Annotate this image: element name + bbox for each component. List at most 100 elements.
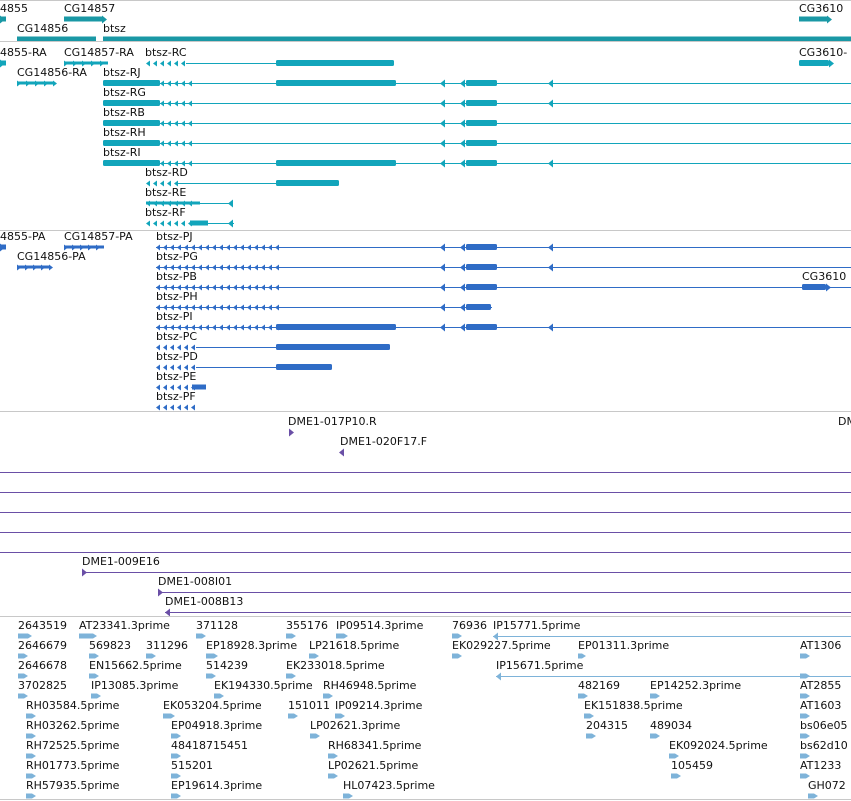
- est-block[interactable]: [800, 773, 810, 779]
- exon-block[interactable]: [466, 284, 497, 290]
- exon-block[interactable]: [466, 244, 497, 250]
- strand-arrow-left[interactable]: [339, 448, 344, 457]
- strand-arrow-left[interactable]: [177, 344, 181, 351]
- exon-block[interactable]: [64, 61, 108, 65]
- protein-label[interactable]: btsz-PI: [156, 310, 193, 323]
- est-label[interactable]: IP09214.3prime: [335, 699, 423, 712]
- strand-arrow-left[interactable]: [167, 220, 171, 227]
- strand-arrow-left[interactable]: [153, 60, 157, 67]
- est-label[interactable]: 151011: [288, 699, 330, 712]
- est-block[interactable]: [800, 713, 810, 719]
- exon-block[interactable]: [17, 265, 50, 269]
- est-block[interactable]: [18, 673, 28, 679]
- exon-block[interactable]: [103, 140, 160, 146]
- est-block[interactable]: [171, 753, 181, 759]
- est-block[interactable]: [328, 753, 338, 759]
- est-label[interactable]: EP14252.3prime: [650, 679, 742, 692]
- est-label[interactable]: 514239: [206, 659, 248, 672]
- strand-arrow-left[interactable]: [181, 220, 185, 227]
- est-label[interactable]: EP18928.3prime: [206, 639, 298, 652]
- strand-arrow-right[interactable]: [102, 15, 107, 24]
- strand-arrow-left[interactable]: [548, 79, 553, 88]
- est-block[interactable]: [146, 653, 156, 659]
- strand-arrow-left[interactable]: [440, 263, 445, 272]
- est-label[interactable]: 2646679: [18, 639, 67, 652]
- est-label[interactable]: RH72525.5prime: [26, 739, 120, 752]
- protein-label[interactable]: btsz-PE: [156, 370, 197, 383]
- strand-arrow-left[interactable]: [160, 220, 164, 227]
- transcript-label[interactable]: CG14857-RA: [64, 46, 134, 59]
- est-block[interactable]: [452, 633, 462, 639]
- exon-block[interactable]: [276, 180, 339, 186]
- est-label[interactable]: 2646678: [18, 659, 67, 672]
- est-label[interactable]: 204315: [586, 719, 628, 732]
- est-block[interactable]: [323, 693, 333, 699]
- strand-arrow-left[interactable]: [228, 199, 233, 208]
- exon-block[interactable]: [146, 201, 200, 205]
- exon-block[interactable]: [192, 384, 206, 390]
- exon-block[interactable]: [103, 160, 160, 166]
- transcript-label[interactable]: btsz-RB: [103, 106, 145, 119]
- est-label[interactable]: IP15771.5prime: [493, 619, 581, 632]
- est-block[interactable]: [206, 653, 218, 659]
- est-label[interactable]: RH03262.5prime: [26, 719, 120, 732]
- strand-arrow-left[interactable]: [440, 99, 445, 108]
- est-block[interactable]: [310, 733, 320, 739]
- strand-arrow-right[interactable]: [289, 428, 294, 437]
- strand-arrow-left[interactable]: [440, 159, 445, 168]
- strand-arrow-right[interactable]: [53, 80, 57, 87]
- strand-arrow-left[interactable]: [163, 384, 167, 391]
- strand-arrow-left[interactable]: [228, 219, 233, 228]
- exon-block[interactable]: [103, 100, 160, 106]
- strand-arrow-left[interactable]: [160, 60, 164, 67]
- est-label[interactable]: bs06e05: [800, 719, 848, 732]
- est-block[interactable]: [18, 653, 28, 659]
- est-block[interactable]: [800, 753, 810, 759]
- strand-arrow-left[interactable]: [160, 180, 164, 187]
- strand-arrow-left[interactable]: [163, 344, 167, 351]
- est-block[interactable]: [196, 633, 206, 639]
- est-block[interactable]: [26, 773, 36, 779]
- gene-block[interactable]: [64, 16, 102, 22]
- est-label[interactable]: 569823: [89, 639, 131, 652]
- est-label[interactable]: EN15662.5prime: [89, 659, 182, 672]
- est-block[interactable]: [91, 693, 101, 699]
- strand-arrow-left[interactable]: [460, 243, 465, 252]
- est-label[interactable]: EK092024.5prime: [669, 739, 768, 752]
- strand-arrow-left[interactable]: [170, 344, 174, 351]
- strand-arrow-left[interactable]: [177, 384, 181, 391]
- strand-arrow-left[interactable]: [548, 243, 553, 252]
- est-label[interactable]: EK233018.5prime: [286, 659, 385, 672]
- exon-block[interactable]: [466, 140, 497, 146]
- est-block[interactable]: [89, 653, 99, 659]
- est-block[interactable]: [808, 793, 818, 799]
- est-label[interactable]: EK029227.5prime: [452, 639, 551, 652]
- strand-arrow-left[interactable]: [163, 364, 167, 371]
- exon-block[interactable]: [466, 304, 491, 310]
- est-block[interactable]: [800, 733, 810, 739]
- strand-arrow-left[interactable]: [174, 180, 178, 187]
- est-label[interactable]: AT1603: [800, 699, 842, 712]
- est-label[interactable]: 515201: [171, 759, 213, 772]
- protein-label[interactable]: btsz-PB: [156, 270, 197, 283]
- strand-arrow-left[interactable]: [146, 220, 150, 227]
- est-block[interactable]: [286, 673, 296, 679]
- strand-arrow-left[interactable]: [440, 79, 445, 88]
- transcript-label[interactable]: btsz-RI: [103, 146, 141, 159]
- est-block[interactable]: [328, 773, 338, 779]
- clone-label[interactable]: DME1-008B13: [165, 595, 244, 608]
- est-block[interactable]: [89, 673, 99, 679]
- est-label[interactable]: RH46948.5prime: [323, 679, 417, 692]
- strand-arrow-left[interactable]: [163, 404, 167, 411]
- protein-label[interactable]: btsz-PF: [156, 390, 196, 403]
- est-label[interactable]: 371128: [196, 619, 238, 632]
- protein-label[interactable]: btsz-PH: [156, 290, 198, 303]
- est-label[interactable]: AT1233: [800, 759, 842, 772]
- est-block[interactable]: [171, 773, 181, 779]
- strand-arrow-left[interactable]: [548, 323, 553, 332]
- est-block[interactable]: [650, 693, 660, 699]
- est-label[interactable]: EK151838.5prime: [584, 699, 683, 712]
- strand-arrow-left[interactable]: [460, 323, 465, 332]
- exon-block[interactable]: [276, 60, 394, 66]
